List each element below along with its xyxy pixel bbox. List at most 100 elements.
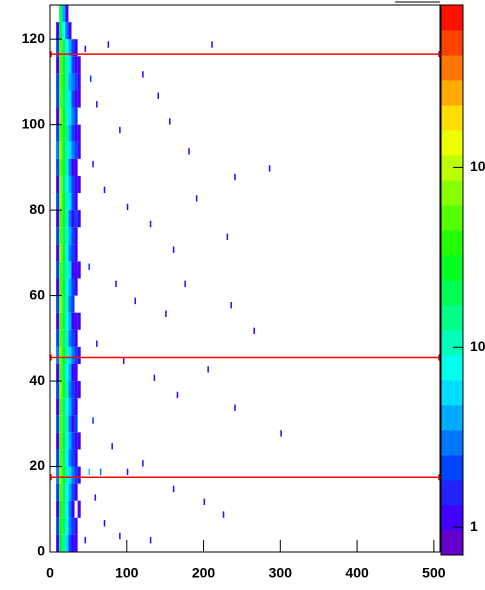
cell bbox=[165, 310, 167, 317]
cell bbox=[68, 295, 72, 313]
cell bbox=[59, 381, 63, 399]
cell bbox=[71, 90, 75, 108]
cell bbox=[65, 295, 69, 313]
cell bbox=[65, 124, 69, 142]
cell bbox=[56, 175, 60, 194]
cell bbox=[59, 449, 63, 467]
palette-band bbox=[441, 530, 463, 556]
cell bbox=[74, 39, 78, 57]
cell bbox=[74, 158, 78, 176]
cell bbox=[59, 73, 63, 91]
cell bbox=[65, 39, 69, 57]
cell bbox=[77, 175, 81, 194]
cell bbox=[65, 329, 69, 347]
cell bbox=[56, 415, 60, 433]
cell bbox=[62, 278, 66, 296]
cell bbox=[149, 537, 152, 544]
cell bbox=[62, 175, 66, 194]
cell bbox=[74, 329, 78, 347]
y-tick-label: 40 bbox=[29, 372, 45, 388]
cell bbox=[122, 357, 125, 364]
cell bbox=[68, 39, 72, 57]
cell bbox=[234, 173, 236, 181]
cell bbox=[268, 165, 271, 172]
cell bbox=[65, 500, 69, 518]
cell bbox=[142, 71, 144, 78]
cell bbox=[68, 124, 72, 142]
cell bbox=[84, 537, 87, 544]
cell bbox=[103, 519, 106, 527]
cell bbox=[56, 312, 60, 330]
cell bbox=[56, 449, 60, 467]
cell bbox=[184, 280, 186, 288]
cell bbox=[62, 483, 66, 501]
palette-band bbox=[441, 280, 463, 306]
cell bbox=[59, 261, 63, 279]
palette-band bbox=[441, 205, 463, 231]
cell bbox=[74, 107, 78, 125]
palette-band bbox=[441, 5, 463, 31]
cell bbox=[65, 90, 69, 108]
cell bbox=[74, 261, 78, 279]
plot-frame bbox=[49, 4, 441, 553]
cell bbox=[226, 233, 229, 241]
cell bbox=[65, 312, 69, 330]
palette-band bbox=[441, 380, 463, 406]
cell bbox=[68, 534, 72, 552]
cell bbox=[59, 124, 63, 142]
cell bbox=[56, 483, 60, 501]
palette-band bbox=[441, 130, 463, 156]
cell bbox=[65, 398, 69, 416]
cell bbox=[59, 175, 63, 194]
cell bbox=[56, 90, 60, 108]
cell bbox=[172, 485, 175, 493]
cell bbox=[59, 500, 63, 518]
cell bbox=[59, 398, 63, 416]
cell bbox=[59, 56, 63, 74]
cell bbox=[126, 203, 129, 211]
y-tick-label: 80 bbox=[29, 201, 45, 217]
x-tick-label: 500 bbox=[422, 565, 446, 581]
cell bbox=[74, 210, 78, 228]
cell bbox=[149, 220, 152, 228]
cell bbox=[71, 312, 75, 330]
cell bbox=[68, 22, 72, 40]
cell bbox=[234, 404, 236, 411]
cell bbox=[59, 193, 63, 211]
x-tick-label: 400 bbox=[345, 565, 369, 581]
cell bbox=[65, 56, 69, 74]
cell bbox=[65, 381, 69, 399]
cell bbox=[59, 107, 63, 125]
palette-band bbox=[441, 505, 463, 531]
cell bbox=[59, 158, 63, 176]
cell bbox=[103, 186, 106, 194]
cell bbox=[68, 56, 72, 74]
cell bbox=[168, 118, 171, 125]
cell bbox=[74, 398, 78, 416]
cell bbox=[62, 210, 66, 228]
cell bbox=[99, 468, 102, 476]
z-tick-label: 10 bbox=[470, 338, 485, 354]
cell bbox=[77, 90, 81, 108]
cell bbox=[77, 210, 81, 228]
cell bbox=[96, 101, 98, 108]
cell bbox=[74, 73, 78, 91]
cell bbox=[68, 90, 72, 108]
cell bbox=[77, 466, 81, 484]
cell bbox=[62, 107, 66, 125]
cell bbox=[71, 244, 75, 262]
cell bbox=[71, 193, 75, 211]
cell bbox=[65, 432, 69, 450]
x-tick-label: 0 bbox=[46, 565, 54, 581]
cell bbox=[211, 41, 213, 48]
cell bbox=[222, 511, 225, 518]
cell bbox=[56, 141, 60, 159]
cell bbox=[56, 261, 60, 279]
cell bbox=[56, 244, 60, 262]
cell bbox=[62, 22, 66, 40]
cell bbox=[71, 415, 75, 433]
cell bbox=[59, 210, 63, 228]
cell bbox=[65, 244, 69, 262]
cell bbox=[56, 346, 60, 364]
cell bbox=[56, 381, 60, 399]
